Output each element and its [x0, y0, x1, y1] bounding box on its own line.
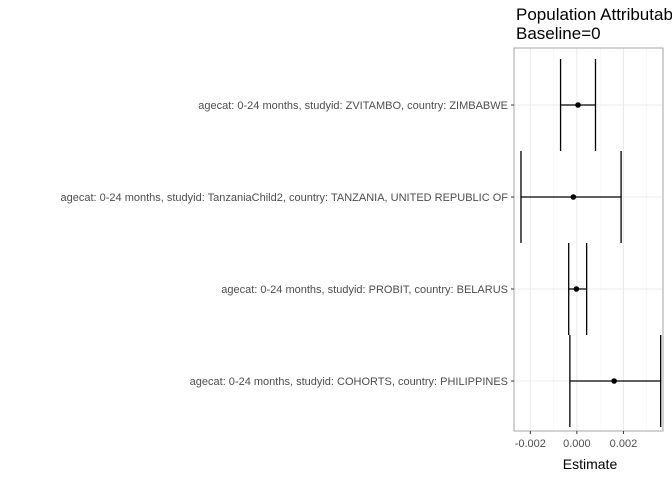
y-tick-label: agecat: 0-24 months, studyid: COHORTS, c…	[190, 376, 508, 388]
x-tick-label: 0.000	[563, 438, 591, 450]
x-axis-title: Estimate	[563, 456, 618, 472]
chart-title-line-2: Baseline=0	[516, 24, 601, 43]
y-tick-label: agecat: 0-24 months, studyid: PROBIT, co…	[221, 284, 508, 296]
estimate-point	[575, 102, 581, 108]
marks-layer	[520, 59, 662, 427]
estimate-point	[573, 286, 580, 292]
panel-border	[513, 47, 664, 432]
estimate-point	[570, 194, 577, 200]
y-axis-labels: agecat: 0-24 months, studyid: ZVITAMBO, …	[60, 100, 514, 388]
y-tick-label: agecat: 0-24 months, studyid: ZVITAMBO, …	[198, 100, 508, 112]
y-tick-label: agecat: 0-24 months, studyid: TanzaniaCh…	[60, 192, 508, 204]
x-tick-label: 0.002	[610, 438, 638, 450]
x-tick-label: -0.002	[515, 438, 546, 450]
chart-title-line-1: Population Attributable	[516, 5, 672, 24]
estimate-point	[611, 378, 617, 384]
x-axis-ticks: -0.002 0.000 0.002	[515, 431, 637, 450]
